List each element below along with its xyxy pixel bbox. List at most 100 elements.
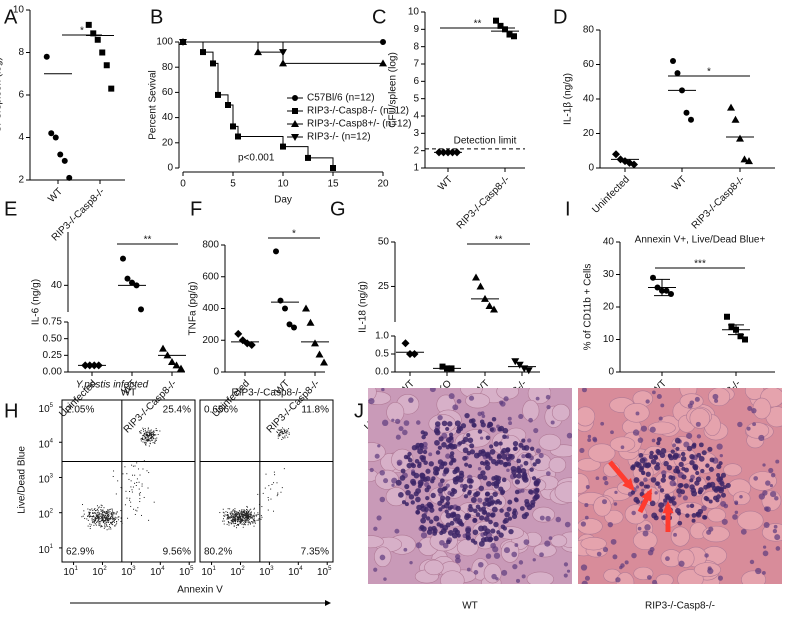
- event-dot: [230, 522, 232, 524]
- y-tick-label: 8: [413, 41, 419, 52]
- y-tick-label: 20: [583, 128, 595, 139]
- event-dot: [261, 506, 263, 508]
- event-dot: [148, 436, 150, 438]
- y-axis-label: CFU/spleen (log): [0, 57, 4, 133]
- event-dot: [122, 473, 124, 475]
- nucleus: [381, 419, 389, 427]
- cell: [424, 559, 444, 576]
- event-dot: [99, 522, 101, 524]
- event-dot: [284, 432, 286, 434]
- infiltrate: [439, 495, 446, 501]
- nucleus: [566, 432, 572, 439]
- infiltrate: [674, 437, 681, 444]
- event-dot: [258, 503, 260, 505]
- nucleus: [580, 521, 587, 527]
- nucleus: [420, 532, 428, 539]
- event-dot: [108, 518, 110, 520]
- event-dot: [95, 515, 97, 517]
- infiltrate: [507, 453, 513, 459]
- event-dot: [106, 519, 108, 521]
- nucleus: [566, 569, 571, 573]
- event-dot: [106, 519, 108, 521]
- infiltrate: [441, 504, 446, 509]
- event-dot: [111, 522, 113, 524]
- event-dot: [102, 511, 104, 513]
- infiltrate: [525, 452, 532, 459]
- event-dot: [110, 522, 112, 524]
- cell: [578, 518, 603, 535]
- event-dot: [237, 511, 239, 513]
- event-dot: [86, 518, 88, 520]
- event-dot: [105, 519, 107, 521]
- event-dot: [121, 522, 123, 524]
- cell: [578, 473, 590, 494]
- point: [57, 151, 64, 158]
- x-tick-label: 102: [92, 566, 107, 578]
- y-tick-label: 50: [378, 237, 390, 248]
- infiltrate: [707, 446, 713, 452]
- event-dot: [265, 473, 267, 475]
- infiltrate: [498, 425, 505, 432]
- nucleus: [391, 477, 398, 484]
- nucleus: [581, 388, 587, 393]
- infiltrate: [453, 517, 458, 522]
- nucleus: [654, 491, 658, 495]
- event-dot: [244, 512, 246, 514]
- y-tick-label: 200: [202, 335, 219, 346]
- event-dot: [103, 515, 105, 517]
- nucleus: [584, 503, 589, 508]
- event-dot: [246, 517, 248, 519]
- infiltrate: [462, 455, 468, 461]
- point: [311, 339, 319, 347]
- event-dot: [150, 438, 152, 440]
- tick-base: 10: [39, 474, 51, 485]
- infiltrate: [635, 499, 641, 504]
- event-dot: [226, 523, 228, 525]
- event-dot: [233, 510, 235, 512]
- event-dot: [222, 518, 224, 520]
- nucleus: [548, 536, 553, 540]
- event-dot: [237, 516, 239, 518]
- nucleus: [477, 497, 483, 503]
- event-dot: [247, 514, 249, 516]
- event-dot: [101, 526, 103, 528]
- event-dot: [219, 512, 221, 514]
- event-dot: [236, 511, 238, 513]
- event-dot: [104, 518, 106, 520]
- infiltrate: [493, 441, 499, 447]
- event-dot: [247, 524, 249, 526]
- event-dot: [104, 511, 106, 513]
- point: [630, 160, 638, 169]
- nucleus: [398, 426, 404, 432]
- nucleus: [774, 534, 781, 541]
- event-dot: [247, 513, 249, 515]
- event-dot: [270, 498, 272, 500]
- infiltrate: [482, 475, 488, 481]
- infiltrate: [443, 468, 449, 475]
- event-dot: [240, 515, 242, 517]
- event-dot: [139, 432, 141, 434]
- event-dot: [242, 514, 244, 516]
- event-dot: [87, 508, 89, 510]
- event-dot: [130, 501, 132, 503]
- event-dot: [226, 517, 228, 519]
- event-dot: [111, 516, 113, 518]
- event-dot: [120, 517, 122, 519]
- point: [279, 59, 287, 67]
- nucleus: [506, 468, 510, 473]
- y-tick-label: 104: [39, 438, 54, 450]
- event-dot: [239, 516, 241, 518]
- event-dot: [232, 521, 234, 523]
- event-dot: [246, 506, 248, 508]
- infiltrate: [439, 530, 444, 536]
- event-dot: [96, 513, 98, 515]
- event-dot: [151, 431, 153, 433]
- infiltrate: [530, 499, 536, 505]
- nucleus: [631, 510, 636, 516]
- event-dot: [107, 509, 109, 511]
- event-dot: [257, 513, 259, 515]
- event-dot: [112, 517, 114, 519]
- nucleus: [641, 488, 645, 493]
- infiltrate: [448, 432, 454, 437]
- infiltrate: [709, 457, 715, 463]
